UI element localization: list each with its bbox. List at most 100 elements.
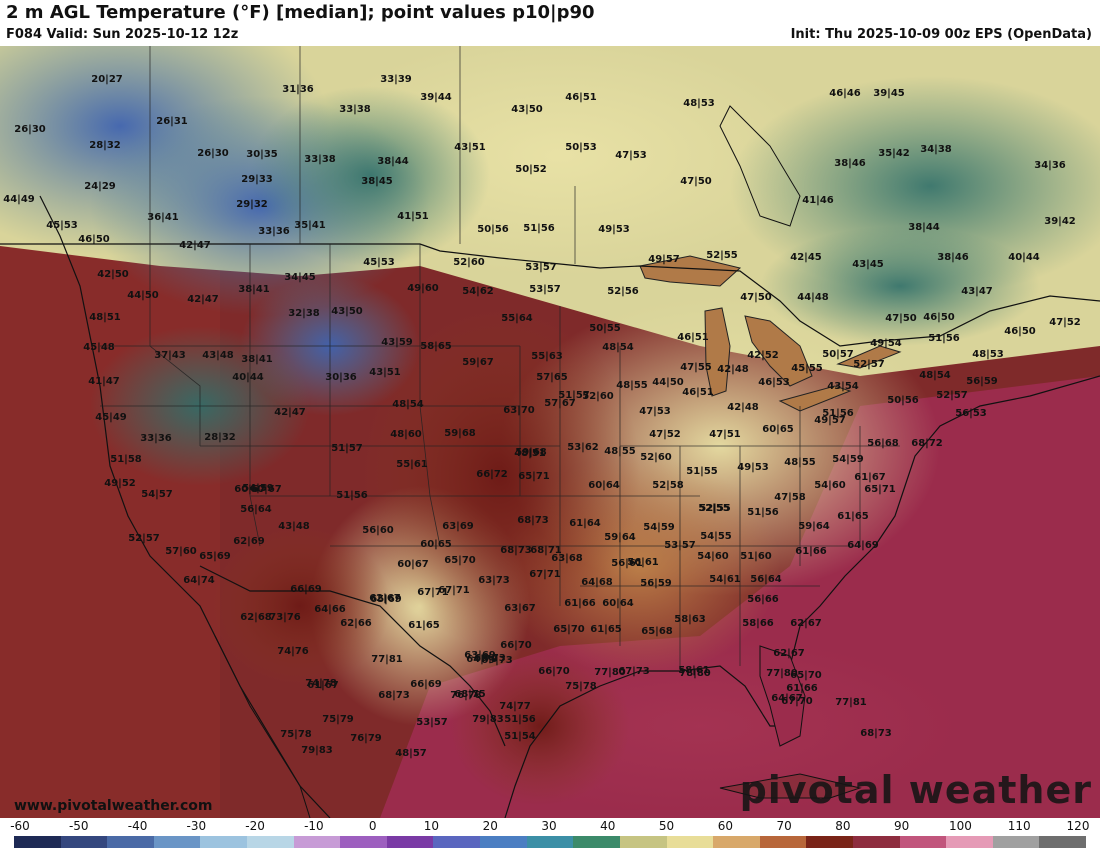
point-value: 49|60 xyxy=(407,283,439,294)
point-value: 66|69 xyxy=(410,679,442,690)
point-value: 46|51 xyxy=(565,92,597,103)
point-value: 44|50 xyxy=(127,290,159,301)
point-value: 59|64 xyxy=(604,532,636,543)
point-value: 43|48 xyxy=(202,350,234,361)
colorbar-swatch xyxy=(60,836,108,848)
temperature-map[interactable]: 20|27 31|36 33|39 39|44 46|51 48|53 46|46 39|45… xyxy=(0,46,1100,818)
point-value: 67|70 xyxy=(781,696,813,707)
point-value: 50|56 xyxy=(887,395,919,406)
point-value: 42|47 xyxy=(179,240,211,251)
point-value: 33|36 xyxy=(140,433,172,444)
point-value: 49|53 xyxy=(598,224,630,235)
point-value: 57|65 xyxy=(536,372,568,383)
point-value: 61|67 xyxy=(854,472,886,483)
point-value: 31|36 xyxy=(282,84,314,95)
point-value: 69|73 xyxy=(481,655,513,666)
point-value: 67|73 xyxy=(618,666,650,677)
point-value: 66|70 xyxy=(538,666,570,677)
point-value: 51|58 xyxy=(110,454,142,465)
point-value: 52|57 xyxy=(128,533,160,544)
point-value: 51|56 xyxy=(504,714,536,725)
point-value: 49|52 xyxy=(104,478,136,489)
point-value: 47|50 xyxy=(680,176,712,187)
point-value: 28|32 xyxy=(204,432,236,443)
colorbar-swatch xyxy=(852,836,900,848)
colorbar-swatch xyxy=(946,836,993,848)
point-value: 49|54 xyxy=(870,338,902,349)
temperature-colorbar: -60 -50 -40 -30 -20 -10 0 10 20 30 40 50 60 70 80 90 100… xyxy=(0,818,1100,850)
point-value: 77|81 xyxy=(371,654,403,665)
point-value: 68|73 xyxy=(378,690,410,701)
colorbar-swatch xyxy=(340,836,387,848)
colorbar-tick-label: -30 xyxy=(186,819,207,833)
point-value: 77|80 xyxy=(594,667,626,678)
point-value: 61|66 xyxy=(795,546,827,557)
point-value: 51|55 xyxy=(686,466,718,477)
point-value: 56|68 xyxy=(867,438,899,449)
point-value: 52|57 xyxy=(936,390,968,401)
point-value: 39|42 xyxy=(1044,216,1076,227)
point-value: 51|56 xyxy=(822,408,854,419)
point-value: 45|49 xyxy=(95,412,127,423)
point-value: 46|50 xyxy=(78,234,110,245)
colorbar-tick-label: -20 xyxy=(245,819,265,833)
point-value: 77|80 xyxy=(766,668,798,679)
province-lines xyxy=(149,46,576,264)
great-lakes xyxy=(639,255,902,412)
point-value: 54|61 xyxy=(709,574,741,585)
point-value: 64|69 xyxy=(847,540,879,551)
canada-us-border xyxy=(0,243,1100,347)
point-value: 29|32 xyxy=(236,199,268,210)
point-value: 51|56 xyxy=(747,507,779,518)
point-value: 42|48 xyxy=(717,364,749,375)
point-value: 51|56 xyxy=(336,490,368,501)
colorbar-tick-label: 30 xyxy=(541,819,557,833)
point-value: 48|53 xyxy=(683,98,715,109)
point-value: 65|68 xyxy=(641,626,673,637)
point-value: 52|55 xyxy=(706,250,738,261)
point-value: 56|59 xyxy=(640,578,672,589)
point-value: 52|60 xyxy=(453,257,485,268)
point-value: 54|60 xyxy=(814,480,846,491)
colorbar-swatch xyxy=(666,836,714,848)
point-value: 60|67 xyxy=(234,484,266,495)
point-value: 56|61 xyxy=(627,557,659,568)
colorbar-tick-label: -40 xyxy=(127,819,148,833)
point-value: 47|53 xyxy=(615,150,647,161)
point-value: 48|54 xyxy=(602,342,634,353)
point-value: 41|51 xyxy=(397,211,429,222)
point-value: 60|67 xyxy=(250,484,282,495)
point-value: 64|67 xyxy=(771,693,803,704)
point-value: 41|47 xyxy=(88,376,120,387)
point-value: 37|43 xyxy=(154,350,186,361)
point-value: 59|64 xyxy=(798,521,830,532)
teal-field-prairies xyxy=(250,86,490,266)
pacific-coastline xyxy=(39,195,331,818)
point-value: 62|69 xyxy=(233,536,265,547)
point-value: 38|41 xyxy=(241,354,273,365)
point-value: 48|55 xyxy=(616,380,648,391)
point-value: 46|50 xyxy=(1004,326,1036,337)
point-value: 49|57 xyxy=(814,415,846,426)
point-value: 56|64 xyxy=(750,574,782,585)
point-value: 69|73 xyxy=(474,653,506,664)
point-value: 34|36 xyxy=(1034,160,1066,171)
point-value: 52|58 xyxy=(652,480,684,491)
point-value: 60|65 xyxy=(762,424,794,435)
point-value: 49|57 xyxy=(648,254,680,265)
point-value: 58|65 xyxy=(420,341,452,352)
point-value: 43|47 xyxy=(961,286,993,297)
point-value: 28|32 xyxy=(89,140,121,151)
point-value: 73|76 xyxy=(269,612,301,623)
colorbar-tick-label: 50 xyxy=(658,819,675,833)
colorbar-bar xyxy=(14,836,1087,848)
point-value: 62|66 xyxy=(340,618,372,629)
colorbar-swatch xyxy=(433,836,481,848)
heat-core-mexico xyxy=(450,646,630,806)
point-value: 42|47 xyxy=(187,294,219,305)
point-value: 63|69 xyxy=(442,521,474,532)
point-value: 43|50 xyxy=(511,104,543,115)
point-value: 43|51 xyxy=(369,367,401,378)
point-value: 44|48 xyxy=(797,292,829,303)
point-value: 54|55 xyxy=(700,531,732,542)
